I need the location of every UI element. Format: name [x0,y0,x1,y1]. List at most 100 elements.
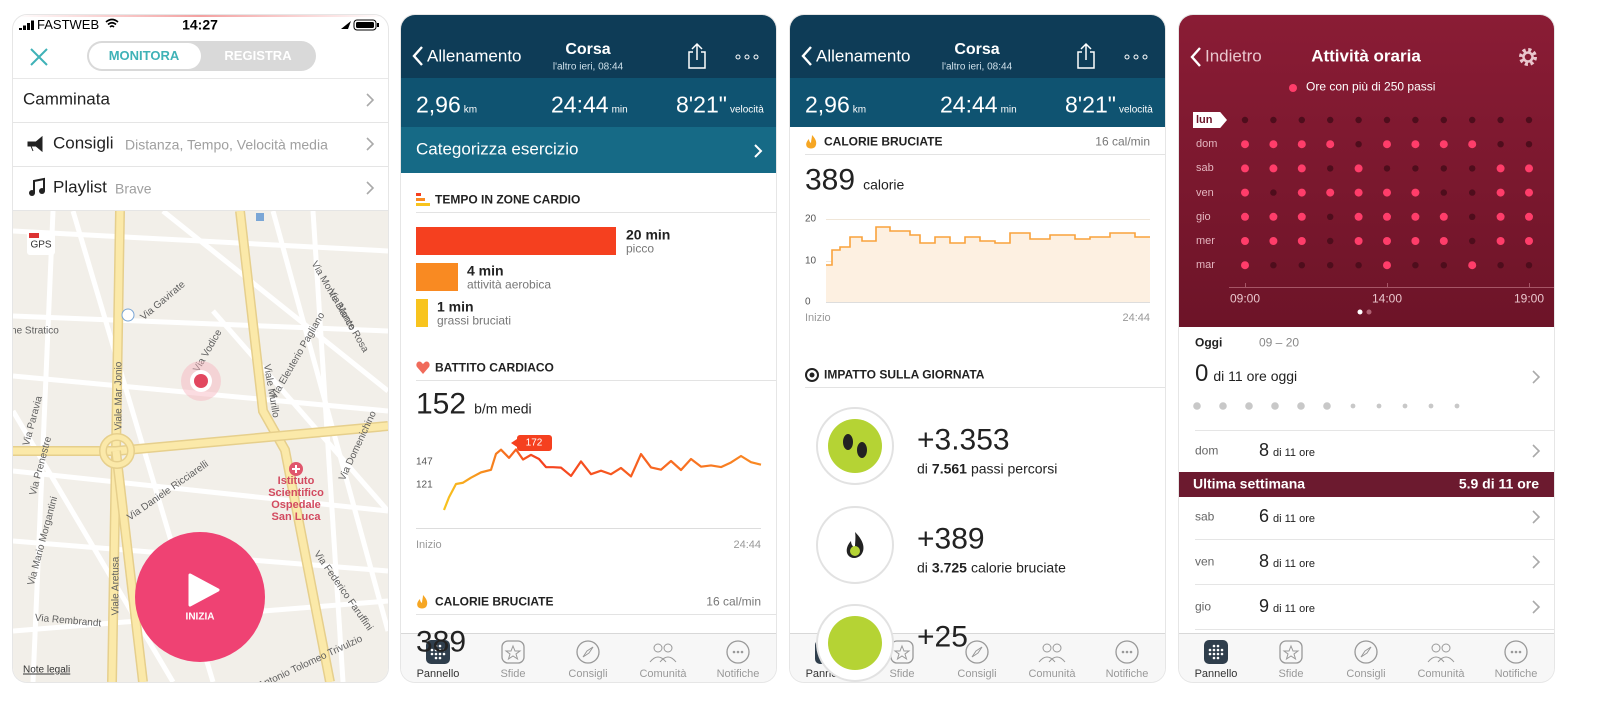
impact-detail: calorie bruciate [970,559,1066,576]
row-value: 9 di 11 ore [1259,596,1315,617]
tab-label[interactable]: Sfide [500,667,526,680]
impact-detail: di 7.561 passi percorsi [917,460,1058,477]
section-title: CALORIE BRUCIATE [435,594,554,609]
hour-dot [1327,116,1334,124]
dot-row [1241,140,1533,149]
back-label: Allenamento [816,46,911,66]
hour-dot [1383,237,1391,245]
row-unit: di 11 ore [1273,558,1316,571]
hour-dot [1354,188,1363,197]
dot-row [1241,261,1533,270]
legend-dot [1289,84,1297,92]
row-count: 9 [1259,596,1270,617]
tab-label[interactable]: Pannello [1195,668,1238,680]
stat-unit: min [1000,104,1017,116]
nav-subtitle: l'altro ieri, 08:44 [553,62,623,73]
tab-label[interactable]: Notifiche [717,668,760,680]
circle [121,308,135,322]
stat-unit: velocità [729,104,764,116]
tab-label[interactable]: Consigli [957,668,996,680]
line [13,409,176,682]
day-label: sab [1196,162,1214,175]
tab-label[interactable]: Sfide [500,668,525,680]
circle [1519,48,1537,66]
day-label: sab [1196,162,1214,174]
tab-label[interactable]: Notifiche [1494,667,1538,680]
stat: 8'21" velocità [676,92,764,118]
day-label: lun [1196,114,1213,126]
tab-label[interactable]: Sfide [1278,667,1304,680]
circle [438,652,442,656]
tab-label[interactable]: Comunità [1417,668,1464,680]
circle [1323,402,1331,410]
tab-label[interactable]: Sfide [889,668,914,680]
tab-label[interactable]: Notifiche [716,667,760,680]
screen-hourly: FASTWEB14:25PannelloSfideConsigliComunit… [1179,15,1554,682]
grid-line [826,219,1150,220]
row-count: 8 [1259,440,1270,461]
tab-label[interactable]: Comunità [639,668,686,680]
poi-label: Istituto Scientifico Ospedale San Luca [260,475,332,523]
nav-subtitle: l'altro ieri, 08:44 [942,62,1012,73]
hour-dot [1241,237,1249,245]
tab-label[interactable]: Consigli [568,667,608,680]
tab-label[interactable]: Consigli [568,668,607,680]
day-label: ven [1196,187,1214,199]
section-rule [416,380,776,381]
menu-label: Playlist [53,178,107,198]
categorize-label: Categorizza esercizio [416,140,579,160]
hour-dot [1269,140,1278,149]
tab-label[interactable]: Pannello [416,667,460,680]
tab-label[interactable]: Consigli [957,667,997,680]
chevron [366,137,375,151]
path [236,211,334,682]
circle [434,652,438,656]
tab-label[interactable]: Notifiche [1495,668,1538,680]
more-icon [735,54,759,60]
tab-label[interactable]: Comunità [1417,667,1465,680]
polyline [442,448,762,511]
path [1360,646,1372,658]
street-label: Viale Mar Jonio [114,362,125,431]
impact-detail: 7.561 [931,460,967,477]
hour-dot [1469,116,1476,124]
calorie-unit: calorie [863,176,905,193]
circle [1220,652,1224,656]
tab-label[interactable]: Comunità [1028,668,1075,680]
axis-line [1229,287,1554,288]
path [341,21,351,29]
tab-label[interactable]: Notifiche [1105,667,1149,680]
back-label: Allenamento [427,47,522,67]
tab-label[interactable]: Sfide [889,667,915,680]
stat-unit: min [611,104,628,116]
line [13,313,388,334]
menu-detail: Brave [115,180,152,196]
tab-label[interactable]: Sfide [1278,668,1303,680]
day-label: ven [1196,186,1214,199]
impact-value: +389 [917,522,985,556]
share-icon [688,42,706,69]
circle [1208,652,1212,656]
separator [13,166,388,167]
start-label: INIZIA [186,612,215,623]
row-day: gio [1195,599,1212,614]
clock: 14:27 [182,16,218,33]
row-count: 8 [1259,551,1270,572]
rect [27,23,30,30]
clock: 14:27 [182,16,218,33]
calorie-value: 389 [805,163,856,197]
tab-label[interactable]: Consigli [1346,668,1385,680]
tab-label[interactable]: Pannello [417,668,460,680]
back-label: Indietro [1205,46,1262,66]
tab-label[interactable]: Notifiche [1106,668,1149,680]
chevron [1532,444,1541,458]
y-tick-label: 20 [805,214,816,225]
tab-label[interactable]: Comunità [1028,667,1076,680]
tab-label[interactable]: Pannello [1194,667,1238,680]
legend-label: Ore con più di 250 passi [1306,79,1436,94]
impact-detail: passi percorsi [970,460,1058,477]
tab-label[interactable]: Comunità [639,667,687,680]
tab-label[interactable]: Consigli [1346,667,1386,680]
close-button[interactable] [30,48,48,66]
rect [426,640,450,664]
